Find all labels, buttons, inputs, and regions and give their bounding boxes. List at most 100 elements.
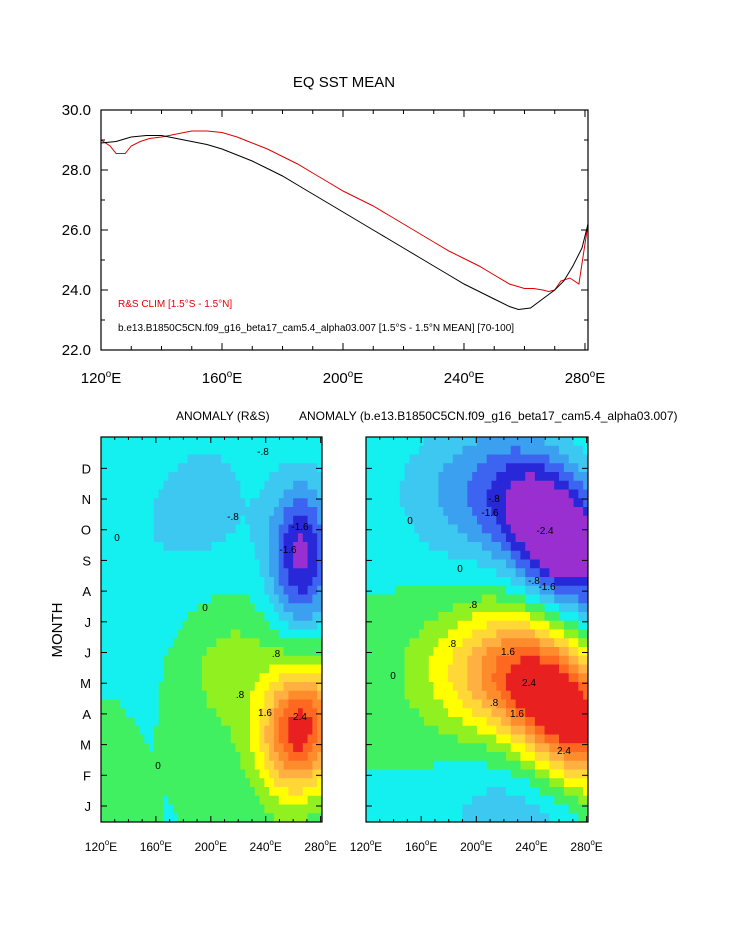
hovmoller-cell	[433, 629, 439, 639]
hovmoller-cell	[235, 655, 241, 666]
hovmoller-cell	[443, 489, 449, 499]
hovmoller-cell	[307, 472, 313, 482]
hovmoller-cell	[125, 717, 131, 727]
hovmoller-cell	[211, 577, 217, 587]
hovmoller-cell	[385, 533, 391, 543]
hovmoller-cell	[515, 717, 522, 727]
hovmoller-cell	[501, 515, 507, 526]
hovmoller-cell	[317, 760, 322, 771]
hovmoller-cell	[216, 760, 222, 771]
hovmoller-left-frame	[100, 436, 323, 823]
hovmoller-cell	[177, 787, 184, 797]
hovmoller-cell	[549, 699, 555, 709]
hovmoller-cell	[394, 655, 401, 666]
hovmoller-cell	[249, 760, 256, 771]
hovmoller-cell	[525, 795, 531, 806]
hovmoller-cell	[559, 752, 565, 762]
hovmoller-cell	[486, 533, 493, 543]
hovmoller-cell	[312, 690, 318, 701]
hovmoller-cell	[120, 585, 126, 596]
hovmoller-cell	[149, 550, 155, 561]
hovmoller-cell	[317, 568, 322, 578]
hovmoller-cell	[472, 690, 478, 701]
hovmoller-cell	[452, 760, 459, 771]
hovmoller-cell	[472, 445, 478, 456]
hovmoller-cell	[278, 804, 285, 814]
hovmoller-cell	[404, 699, 411, 709]
hovmoller-cell	[486, 690, 493, 701]
hovmoller-cell	[539, 612, 546, 622]
hovmoller-cell	[404, 725, 411, 736]
hovmoller-cell	[491, 778, 497, 788]
hovmoller-cell	[302, 725, 309, 736]
hovmoller-cell	[452, 682, 459, 692]
hovmoller-cell	[163, 690, 169, 701]
hovmoller-cell	[443, 813, 449, 822]
hovmoller-cell	[414, 585, 420, 596]
hovmoller-cell	[385, 542, 391, 552]
hovmoller-cell	[230, 804, 237, 814]
hovmoller-cell	[462, 515, 468, 526]
hovmoller-cell	[438, 778, 444, 788]
hovmoller-cell	[399, 612, 406, 622]
hovmoller-cell	[491, 629, 497, 639]
hovmoller-cell	[120, 664, 126, 674]
hovmoller-cell	[283, 629, 289, 639]
hovmoller-cell	[505, 682, 512, 692]
hovmoller-cell	[423, 743, 430, 753]
hovmoller-cell	[201, 682, 208, 692]
hovmoller-cell	[149, 699, 155, 709]
hovmoller-cell	[380, 734, 386, 744]
hovmoller-cell	[216, 594, 222, 604]
hovmoller-cell	[168, 445, 174, 456]
hovmoller-cell	[505, 769, 512, 779]
hovmoller-cell	[149, 577, 155, 587]
hovmoller-cell	[515, 664, 522, 674]
hovmoller-cell	[491, 734, 497, 744]
hovmoller-cell	[173, 760, 179, 771]
hovmoller-cell	[486, 550, 493, 561]
hovmoller-cell	[578, 498, 584, 508]
hovmoller-cell	[129, 690, 136, 701]
hovmoller-cell	[206, 647, 213, 657]
hovmoller-cell	[530, 664, 536, 674]
hovmoller-cell	[452, 752, 459, 762]
hovmoller-cell	[254, 647, 261, 657]
hovmoller-right-field	[366, 437, 588, 822]
hovmoller-cell	[297, 795, 304, 806]
hovmoller-cell	[197, 454, 203, 464]
hovmoller-cell	[510, 533, 517, 543]
hovmoller-cell	[438, 673, 444, 683]
hovmoller-cell	[554, 612, 560, 622]
hovmoller-cell	[486, 568, 493, 578]
hovmoller-cell	[144, 568, 150, 578]
hovmoller-cell	[240, 717, 246, 727]
hovmoller-cell	[515, 472, 522, 482]
hovmoller-cell	[390, 559, 396, 569]
hovmoller-cell	[438, 708, 444, 718]
hovmoller-cell	[240, 577, 246, 587]
hovmoller-cell	[510, 577, 517, 587]
hovmoller-cell	[182, 647, 189, 657]
hovmoller-cell	[288, 734, 294, 744]
hovmoller-cell	[472, 559, 478, 569]
hovmoller-cell	[129, 673, 136, 683]
hovmoller-cell	[144, 760, 150, 771]
hovmoller-cell	[496, 472, 502, 482]
hovmoller-cell	[525, 717, 531, 727]
hovmoller-cell	[423, 524, 430, 534]
hovmoller-cell	[549, 515, 555, 526]
hovmoller-cell	[221, 690, 227, 701]
hovmoller-cell	[554, 743, 560, 753]
hovmoller-cell	[457, 585, 464, 596]
hovmoller-cell	[409, 463, 415, 473]
hovmoller-cell	[206, 612, 213, 622]
hovmoller-cell	[559, 664, 565, 674]
hovmoller-cell	[366, 804, 372, 814]
hovmoller-cell	[221, 507, 227, 517]
hovmoller-cell	[221, 699, 227, 709]
hovmoller-cell	[249, 524, 256, 534]
hovmoller-cell	[235, 725, 241, 736]
hovmoller-cell	[510, 472, 517, 482]
hovmoller-cell	[399, 717, 406, 727]
